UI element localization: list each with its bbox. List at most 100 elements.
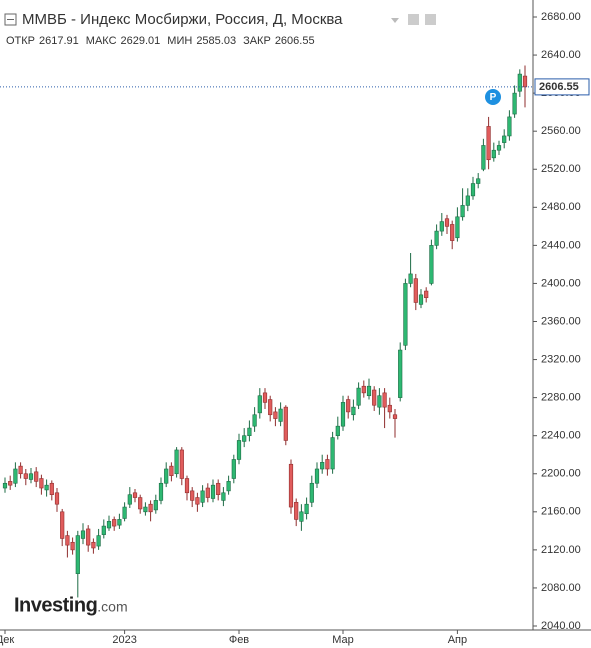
y-tick-label: 2080.00 [541, 582, 581, 594]
candle-body [372, 389, 377, 406]
candle-body [496, 145, 502, 151]
candle-body [512, 92, 517, 115]
x-tick-label: Фев [229, 634, 249, 646]
candle-body [200, 490, 205, 503]
candle-body [184, 478, 190, 494]
candle-body [304, 503, 309, 515]
candle-body [80, 530, 86, 539]
candle-body [335, 425, 340, 436]
candle-body [450, 224, 455, 241]
ohlc-value: 2585.03 [196, 35, 236, 47]
x-tick-label: 2023 [112, 634, 136, 646]
x-tick-label: Дек [0, 634, 14, 646]
candle-body [465, 195, 470, 206]
candle-body [288, 463, 294, 508]
candle-body [366, 385, 372, 397]
y-tick-label: 2240.00 [541, 430, 581, 442]
ohlc-header: ОТКР 2617.91 МАКС 2629.01 МИН 2585.03 ЗАКР 2606… [6, 35, 315, 47]
candle-body [382, 392, 387, 408]
candle-body [377, 395, 382, 408]
gear-icon[interactable] [425, 14, 436, 25]
ohlc-label: ЗАКР [243, 35, 271, 47]
candle-body [117, 519, 122, 526]
candle-body [262, 392, 268, 403]
last-price-label: 2606.55 [539, 81, 579, 93]
candle-body [39, 478, 44, 489]
y-tick-label: 2200.00 [541, 468, 581, 480]
dropdown-icon[interactable] [391, 18, 399, 23]
candle-body [522, 75, 528, 88]
candle-body [507, 116, 512, 137]
x-tick-label: Апр [448, 634, 467, 646]
candle-body [106, 521, 112, 529]
last-price-tag [534, 78, 590, 96]
candle-body [413, 278, 418, 303]
settings-icon[interactable] [408, 14, 419, 25]
ohlc-label: ОТКР [6, 35, 35, 47]
ohlc-value: 2629.01 [121, 35, 161, 47]
candle-body [460, 205, 465, 218]
candle-body [179, 449, 184, 479]
candle-body [96, 535, 101, 547]
plot-area [2, 65, 528, 598]
y-tick-label: 2160.00 [541, 506, 581, 518]
candle-body [60, 511, 65, 539]
candle-body [403, 283, 408, 346]
candle-body [502, 135, 507, 143]
candle-body [236, 440, 242, 460]
candle-body [8, 481, 13, 486]
y-tick-label: 2360.00 [541, 315, 581, 327]
y-tick-label: 2280.00 [541, 392, 581, 404]
ohlc-label: МИН [167, 35, 192, 47]
candle-body [44, 484, 49, 491]
y-tick-label: 2120.00 [541, 544, 581, 556]
candle-body [283, 406, 288, 441]
candle-body [221, 492, 226, 501]
ohlc-label: МАКС [86, 35, 117, 47]
candle-body [481, 145, 486, 170]
candle-body [434, 230, 439, 246]
candle-body [112, 519, 117, 527]
annotation-text: P [490, 92, 497, 103]
candle-body [23, 473, 28, 479]
candle-body [169, 465, 174, 476]
candle-body [476, 178, 481, 184]
candle-body [424, 290, 429, 299]
candle-body [174, 449, 179, 475]
chart-title: ММВБ - Индекс Мосбиржи, Россия, Д, Москв… [22, 11, 343, 28]
ohlc-value: 2606.55 [275, 35, 315, 47]
logo-suffix: .com [97, 599, 127, 615]
annotation-badge [485, 89, 501, 105]
candle-body [34, 471, 39, 482]
candle-body [351, 406, 356, 416]
candle-body [242, 435, 247, 442]
candle-body [439, 221, 444, 232]
candle-body [455, 216, 460, 239]
candle-body [70, 541, 75, 551]
candle-body [86, 528, 91, 546]
candle-body [101, 525, 106, 535]
candle-body [314, 468, 320, 484]
candle-body [346, 399, 351, 413]
candle-body [54, 492, 60, 505]
candle-body [164, 468, 169, 484]
y-tick-label: 2040.00 [541, 620, 581, 632]
candle-body [138, 497, 143, 510]
candle-body [517, 73, 522, 92]
candle-body [392, 414, 398, 419]
candle-body [75, 535, 80, 574]
candle-body [273, 411, 278, 419]
candle-body [486, 126, 491, 161]
candle-body [49, 482, 54, 495]
candle-body [252, 414, 257, 427]
candle-body [294, 501, 299, 520]
candle-body [387, 404, 392, 413]
ohlc-value: 2617.91 [39, 35, 79, 47]
candle-body [429, 245, 434, 284]
candle-body [491, 149, 496, 159]
y-tick-label: 2560.00 [541, 125, 581, 137]
candle-body [470, 183, 476, 197]
collapse-icon[interactable] [4, 13, 17, 26]
candle-body [418, 294, 424, 305]
